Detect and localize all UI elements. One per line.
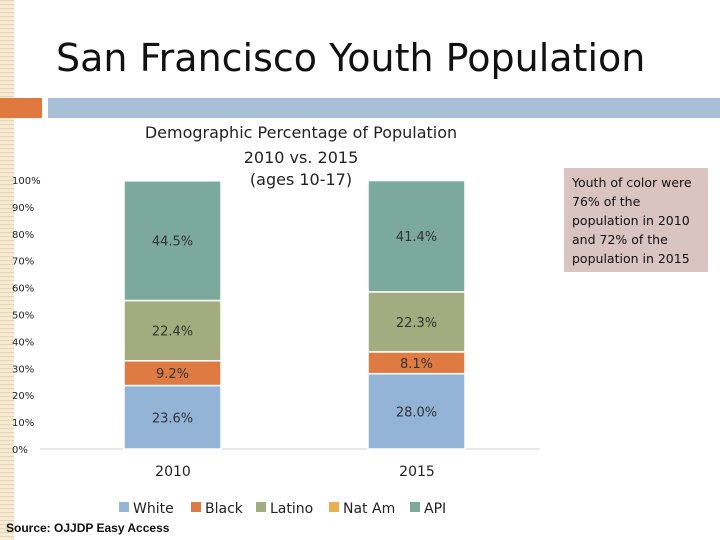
data-label-black-2015: 8.1% — [400, 357, 433, 372]
legend-label-black: Black — [205, 501, 244, 517]
legend-label-white: White — [133, 501, 174, 517]
bar-segment-white-2010 — [123, 384, 222, 450]
data-label-latino-2010: 22.4% — [152, 325, 193, 340]
accent-bar-blue — [48, 98, 720, 118]
legend-label-latino: Latino — [270, 501, 313, 517]
chart-title-line-1: Demographic Percentage of Population — [145, 123, 457, 142]
data-label-latino-2015: 22.3% — [396, 316, 437, 331]
accent-bar-orange — [0, 98, 42, 118]
y-tick-label: 90% — [12, 203, 34, 214]
y-tick-label: 0% — [12, 445, 28, 456]
legend-swatch-api — [410, 502, 420, 512]
y-tick-label: 100% — [12, 176, 41, 187]
legend-label-natam: Nat Am — [343, 501, 395, 517]
legend-swatch-latino — [256, 502, 266, 512]
y-tick-label: 70% — [12, 257, 34, 268]
bar-segment-black-2010 — [123, 360, 222, 387]
data-label-black-2010: 9.2% — [156, 367, 189, 382]
slide-title: San Francisco Youth Population — [56, 36, 646, 80]
y-tick-label: 10% — [12, 418, 34, 429]
source-credit: Source: OJJDP Easy Access — [6, 521, 170, 535]
x-category-label: 2015 — [399, 464, 435, 480]
legend-swatch-natam — [329, 502, 339, 512]
bar-segment-white-2015 — [367, 372, 466, 450]
legend-swatch-white — [119, 502, 129, 512]
y-tick-label: 60% — [12, 284, 34, 295]
bar-segment-api-2015 — [367, 179, 466, 293]
y-tick-label: 50% — [12, 311, 34, 322]
data-label-api-2010: 44.5% — [152, 235, 193, 250]
bar-segment-api-2010 — [123, 180, 222, 302]
y-tick-label: 40% — [12, 337, 34, 348]
chart-title-line-2: 2010 vs. 2015 — [244, 148, 359, 167]
callout-note: Youth of color were 76% of the populatio… — [564, 168, 708, 272]
legend-label-api: API — [424, 501, 446, 517]
x-category-label: 2010 — [155, 464, 191, 480]
chart-title-line-3: (ages 10-17) — [250, 170, 352, 189]
data-label-white-2015: 28.0% — [396, 405, 437, 420]
y-tick-label: 30% — [12, 364, 34, 375]
data-label-white-2010: 23.6% — [152, 411, 193, 426]
y-tick-label: 20% — [12, 391, 34, 402]
bar-segment-latino-2015 — [367, 291, 466, 353]
data-label-api-2015: 41.4% — [396, 230, 437, 245]
y-tick-label: 80% — [12, 230, 34, 241]
legend-swatch-black — [191, 502, 201, 512]
